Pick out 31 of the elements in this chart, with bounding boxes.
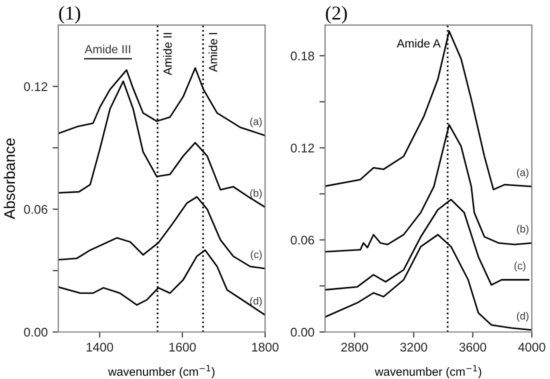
- y-tick-label: 0.00: [24, 328, 48, 337]
- series-label: (c): [250, 250, 262, 260]
- series-label: (a): [516, 168, 528, 178]
- ref-line-label: Amide II: [163, 33, 172, 76]
- series-label: (d): [516, 312, 528, 322]
- x-tick-label: 2800: [341, 342, 368, 352]
- y-tick-label: 0.00: [290, 328, 314, 337]
- y-tick-label: 0.12: [290, 144, 314, 152]
- ref-line-label: Amide A: [396, 38, 441, 48]
- y-tick-label: 0.12: [24, 82, 48, 92]
- x-tick-label: 1600: [169, 342, 196, 352]
- x-tick-label: 3200: [400, 342, 428, 352]
- y-tick-label: 0.06: [290, 236, 314, 245]
- chart-title: (2): [326, 6, 347, 24]
- series-label: (d): [250, 296, 262, 307]
- chart-title: (1): [59, 6, 80, 24]
- annotation: Amide III: [84, 44, 130, 54]
- x-axis-title: wavenumber (cm$^{−1}$): [108, 365, 214, 378]
- ref-line-label: Amide I: [208, 33, 218, 72]
- y-tick-label: 0.06: [24, 205, 48, 214]
- series-label: (b): [516, 224, 528, 235]
- x-axis-title: wavenumber (cm$^{−1}$): [374, 365, 482, 378]
- x-tick-label: 1800: [252, 342, 279, 352]
- y-tick-label: 0.18: [290, 52, 314, 60]
- series-label: (b): [250, 189, 262, 199]
- x-tick-label: 4000: [518, 342, 546, 352]
- y-axis-title: Absorbance: [4, 138, 15, 220]
- x-tick-label: 1400: [86, 342, 114, 352]
- series-label: (a): [250, 117, 262, 128]
- series-label: (c): [514, 262, 526, 272]
- x-tick-label: 3600: [459, 342, 486, 352]
